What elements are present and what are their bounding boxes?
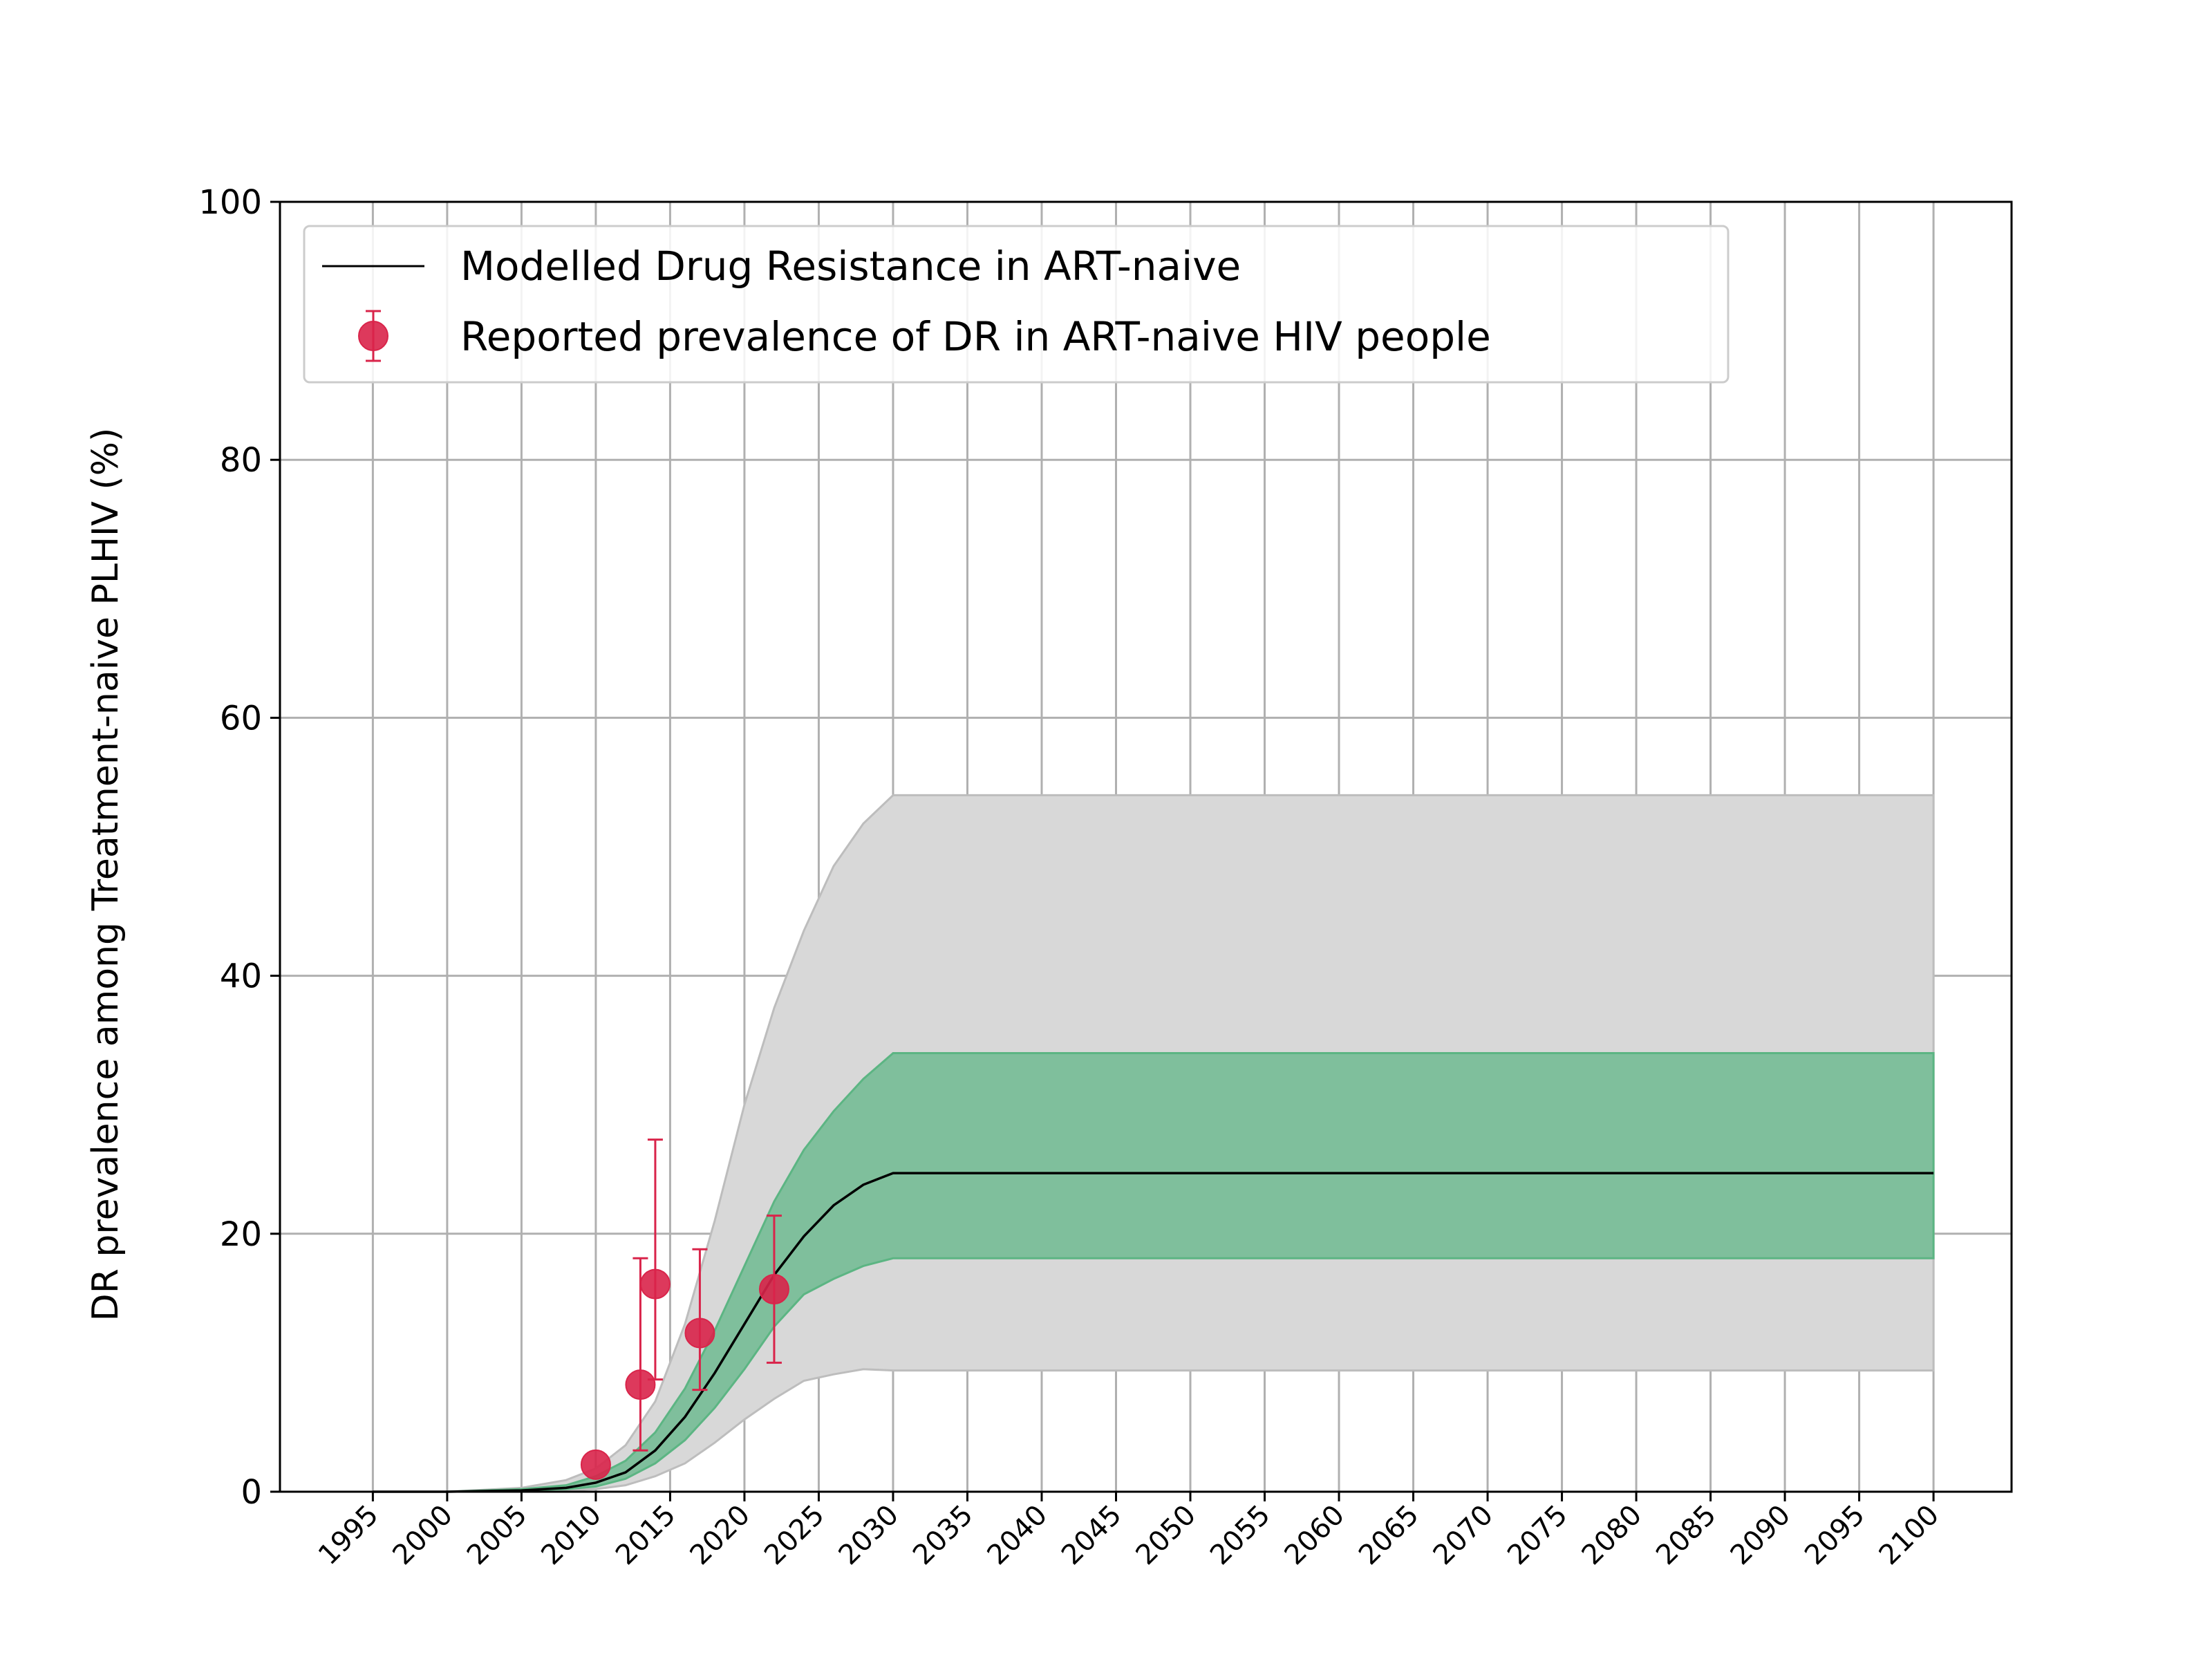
data-point-marker	[758, 1274, 789, 1305]
data-point	[758, 1215, 789, 1364]
data-point-marker	[639, 1268, 671, 1300]
y-tick-label: 0	[241, 1473, 262, 1512]
legend-box	[303, 225, 1730, 384]
y-axis-label: DR prevalence among Treatment-naive PLHI…	[85, 428, 126, 1322]
model-line	[373, 1172, 1934, 1493]
legend-label-reported: Reported prevalence of DR in ART-naive H…	[460, 313, 1491, 360]
data-point-marker	[625, 1369, 656, 1400]
legend-point-swatch	[358, 310, 388, 362]
y-tick-label: 100	[198, 183, 262, 222]
data-point	[625, 1257, 656, 1452]
data-point	[580, 1449, 611, 1480]
y-tick-label: 20	[220, 1215, 262, 1254]
legend-label-model: Modelled Drug Resistance in ART-naive	[460, 243, 1241, 290]
legend-point-marker	[358, 321, 388, 351]
data-point	[639, 1138, 671, 1381]
y-tick-label: 40	[220, 957, 262, 996]
y-tick-label: 60	[220, 699, 262, 738]
y-tick-label: 80	[220, 441, 262, 480]
data-point-marker	[684, 1318, 715, 1349]
data-point-marker	[580, 1449, 611, 1480]
data-point	[684, 1248, 715, 1391]
plot-frame	[279, 200, 2013, 1493]
reported-points	[580, 1138, 789, 1480]
legend: Modelled Drug Resistance in ART-naive Re…	[303, 225, 1730, 384]
model-line-layer	[373, 1172, 1934, 1493]
